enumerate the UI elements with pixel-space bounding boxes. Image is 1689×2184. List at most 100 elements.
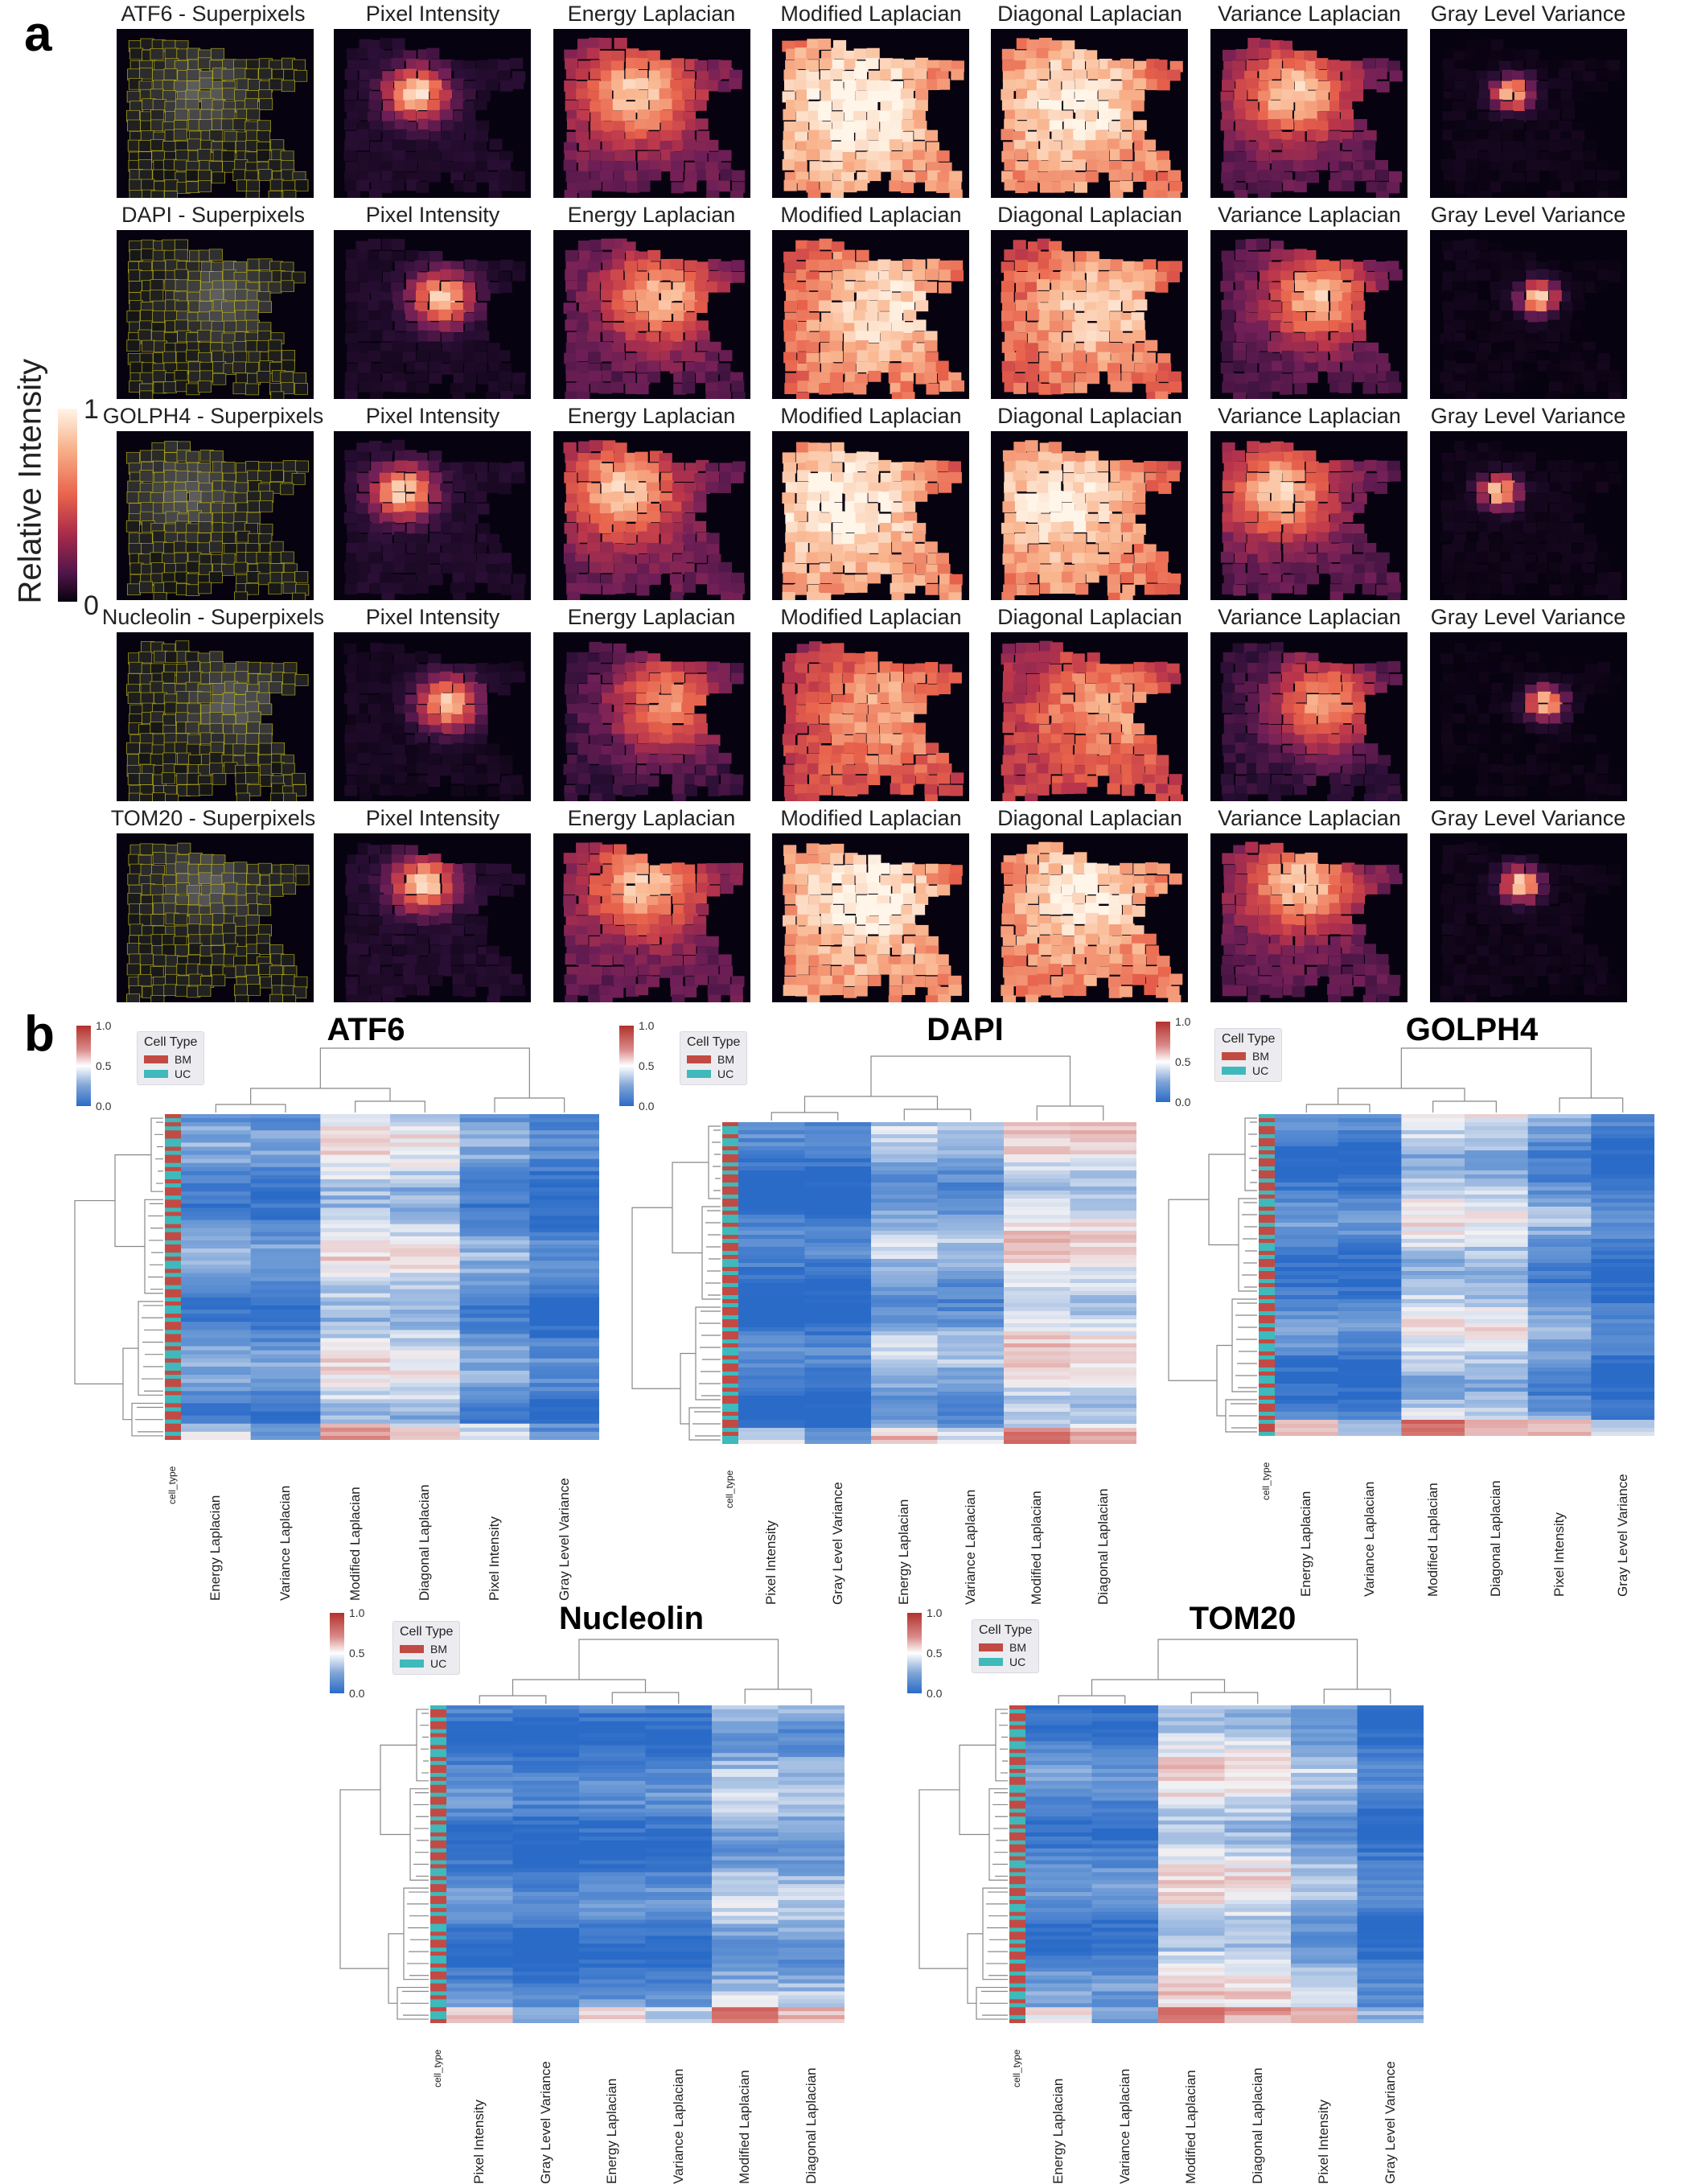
- heatmap-cell: [805, 1432, 872, 1437]
- heatmap-cell: [1092, 1757, 1159, 1761]
- heatmap-cell: [181, 1122, 251, 1127]
- cell-type-cell: [722, 1227, 738, 1232]
- heatmap-cell: [1528, 1351, 1592, 1356]
- heatmap-cell: [1465, 1211, 1528, 1215]
- heatmap-cell: [460, 1114, 530, 1119]
- heatmap-cell: [1025, 1956, 1092, 1960]
- heatmap-cell: [390, 1183, 460, 1188]
- heatmap-cell: [1025, 1820, 1092, 1824]
- colorbar-tick: 1.0: [1175, 1015, 1190, 1028]
- heatmap-cell: [1338, 1118, 1402, 1123]
- heatmap-cell: [460, 1412, 530, 1417]
- heatmap-cell: [1528, 1259, 1592, 1264]
- heatmap-cell: [181, 1134, 251, 1139]
- heatmap-cell: [446, 1948, 513, 1952]
- heatmap-cell: [1401, 1404, 1465, 1409]
- heatmap-cell: [1275, 1247, 1338, 1252]
- heatmap-cell: [1465, 1392, 1528, 1396]
- heatmap-cell: [1275, 1239, 1338, 1244]
- heatmap-cell: [446, 1896, 513, 1900]
- heatmap-cell: [1225, 1841, 1292, 1845]
- heatmap-cell: [1358, 1976, 1424, 1980]
- heatmap-cell: [805, 1199, 872, 1203]
- heatmap-cell: [1004, 1255, 1071, 1260]
- heatmap-cell: [1528, 1251, 1592, 1256]
- cell-type-cell: [430, 1964, 446, 1968]
- heatmap-cell: [1092, 2003, 1159, 2007]
- heatmap-cell: [805, 1335, 872, 1340]
- heatmap-cell: [513, 1880, 580, 1884]
- heatmap-cell: [390, 1363, 460, 1368]
- heatmap-cell: [513, 1931, 580, 1935]
- cell-type-cell: [165, 1432, 181, 1437]
- cell-type-cell: [1259, 1315, 1275, 1320]
- heatmap-cell: [646, 1841, 713, 1845]
- heatmap-cell: [738, 1259, 805, 1264]
- heatmap-cell: [460, 1130, 530, 1135]
- heatmap-cell: [251, 1126, 321, 1131]
- heatmap-cell: [529, 1436, 599, 1440]
- heatmap-cell: [320, 1412, 390, 1417]
- heatmap-cell: [320, 1130, 390, 1135]
- heatmap-cell: [320, 1420, 390, 1425]
- heatmap-cell: [181, 1265, 251, 1269]
- heatmap-cell: [1025, 1841, 1092, 1845]
- heatmap-cell: [181, 1147, 251, 1152]
- heatmap-cell: [1158, 1995, 1225, 1999]
- heatmap-cell: [1401, 1182, 1465, 1187]
- heatmap-cell: [1338, 1408, 1402, 1413]
- heatmap-cell: [513, 2007, 580, 2011]
- heatmap-cell: [460, 1326, 530, 1331]
- heatmap-cell: [1591, 1424, 1654, 1429]
- cell-type-cell: [430, 1789, 446, 1793]
- heatmap-cell: [529, 1383, 599, 1388]
- heatmap-cell: [1465, 1191, 1528, 1195]
- heatmap-cell: [181, 1387, 251, 1392]
- heatmap-cell: [738, 1211, 805, 1215]
- heatmap-cell: [738, 1174, 805, 1179]
- heatmap-cell: [390, 1399, 460, 1404]
- heatmap-cell: [1092, 2015, 1159, 2019]
- cell-type-cell: [165, 1126, 181, 1131]
- heatmap-cell: [251, 1399, 321, 1404]
- heatmap-cell: [320, 1187, 390, 1192]
- heatmap-cell: [181, 1212, 251, 1217]
- heatmap-cell: [1004, 1392, 1071, 1396]
- heatmap-cell: [1071, 1355, 1137, 1360]
- heatmap-cell: [579, 1920, 646, 1924]
- heatmap-column-label: Gray Level Variance: [1615, 1474, 1631, 1597]
- heatmap-cell: [1004, 1158, 1071, 1163]
- heatmap-cell: [1225, 1995, 1292, 1999]
- heatmap-cell: [1225, 1896, 1292, 1900]
- heatmap-cell: [1401, 1162, 1465, 1167]
- cell-type-cell: [430, 1900, 446, 1904]
- heatmap-cell: [1092, 1948, 1159, 1952]
- heatmap-cell: [871, 1392, 938, 1396]
- heatmap-cell: [390, 1403, 460, 1408]
- heatmap-cell: [1071, 1279, 1137, 1284]
- cell-type-cell: [1259, 1412, 1275, 1417]
- heatmap-cell: [1338, 1303, 1402, 1308]
- heatmap-cell: [779, 1816, 845, 1820]
- cell-type-cell: [722, 1363, 738, 1368]
- heatmap-cell: [181, 1395, 251, 1400]
- heatmap-cell: [1225, 1804, 1292, 1808]
- heatmap-cell: [871, 1428, 938, 1433]
- heatmap-cell: [1275, 1355, 1338, 1360]
- heatmap-column-label: Diagonal Laplacian: [803, 2067, 820, 2184]
- cell-type-cell: [722, 1303, 738, 1308]
- heatmap-cell: [779, 1943, 845, 1948]
- heatmap-cell: [871, 1359, 938, 1364]
- heatmap-cell: [181, 1343, 251, 1347]
- heatmap-cell: [779, 1964, 845, 1968]
- heatmap-cell: [1092, 2007, 1159, 2011]
- heatmap-cell: [1158, 1956, 1225, 1960]
- heatmap-cell: [712, 2011, 779, 2015]
- heatmap-cell: [871, 1380, 938, 1384]
- heatmap-cell: [1275, 1182, 1338, 1187]
- heatmap-cell: [460, 1359, 530, 1363]
- heatmap-cell: [460, 1371, 530, 1376]
- heatmap-cell: [938, 1339, 1005, 1344]
- heatmap-cell: [1401, 1178, 1465, 1183]
- heatmap-cell: [320, 1371, 390, 1376]
